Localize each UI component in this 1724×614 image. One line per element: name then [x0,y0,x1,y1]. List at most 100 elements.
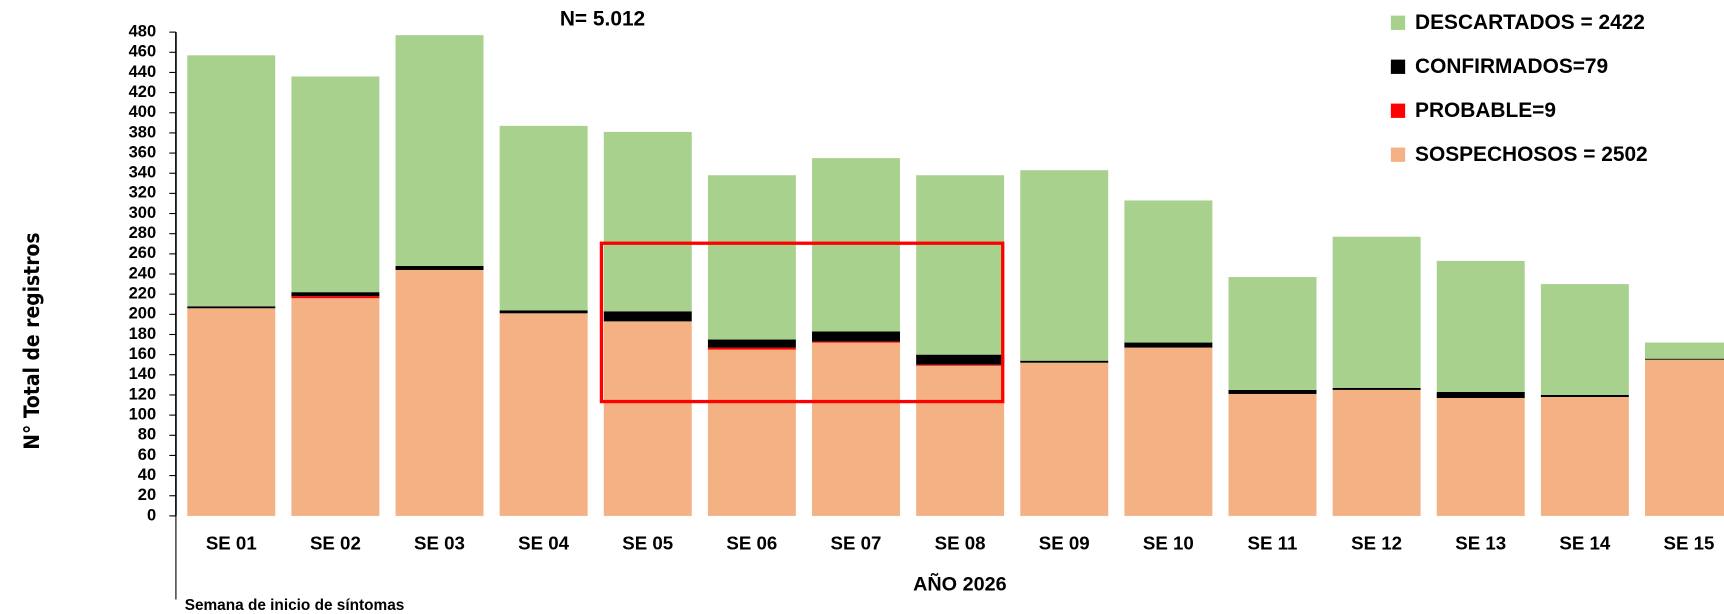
y-tick-label: 60 [138,446,156,464]
bar-segment [812,341,900,343]
y-tick-label: 420 [129,83,157,101]
y-tick-label: 340 [129,164,157,182]
x-tick-label: SE 15 [1664,532,1715,553]
x-tick-label: SE 09 [1039,532,1090,553]
chart-title: N= 5.012 [560,8,645,31]
x-tick-label: SE 04 [518,532,570,553]
x-tick-label: SE 13 [1455,532,1506,553]
bar-segment [1228,389,1317,394]
bar-segment [395,269,484,516]
y-tick-label: 480 [129,22,157,40]
bar-segment [1540,396,1629,516]
bar-segment [1020,170,1109,361]
bar-segment [499,310,588,314]
bar-segment [291,296,380,299]
bar-segment [916,365,1005,516]
bar-segment [1332,389,1421,516]
x-tick-label: SE 03 [414,532,465,553]
legend-swatch [1390,147,1406,162]
bar-segment [291,298,380,516]
y-tick-label: 200 [129,305,157,323]
x-tick-label: SE 06 [726,532,777,553]
y-tick-label: 20 [138,486,156,504]
bar-segment [187,308,276,516]
bar-segment [499,313,588,516]
x-tick-label: SE 01 [206,532,257,553]
bar-segment [1436,391,1525,398]
bar-segment [1540,394,1629,397]
y-tick-label: 80 [138,426,156,444]
bar-segment [395,35,484,266]
bar-segment [1228,393,1317,516]
bar-segment [187,306,276,309]
bar-segment [707,175,796,340]
legend-swatch [1390,15,1406,30]
y-tick-label: 380 [129,123,157,141]
bar-segment [812,331,900,342]
y-tick-label: 320 [129,184,157,202]
bar-segment [916,354,1005,365]
bar-segment [1540,284,1629,395]
y-tick-label: 440 [129,63,157,81]
bar-segment [603,311,692,322]
x-axis-label: AÑO 2026 [913,572,1006,595]
y-tick-label: 400 [129,103,157,121]
bar-segment [499,125,588,311]
y-tick-label: 220 [129,285,157,303]
bar-segment [603,131,692,312]
bar-segment [1020,362,1109,516]
y-tick-label: 300 [129,204,157,222]
bar-segment [1645,342,1724,359]
y-tick-label: 100 [129,405,157,423]
bar-segment [1436,397,1525,516]
x-tick-label: SE 10 [1143,532,1194,553]
legend-label: DESCARTADOS = 2422 [1415,11,1645,34]
x-tick-label: SE 14 [1559,532,1611,553]
x-tick-label: SE 12 [1351,532,1402,553]
y-tick-label: 260 [129,244,157,262]
y-tick-label: 160 [129,345,157,363]
x-tick-label: SE 07 [831,532,882,553]
bar-segment [1645,358,1724,360]
bar-segment [812,342,900,516]
y-axis-label: N° Total de registros [20,232,44,449]
y-tick-label: 460 [129,43,157,61]
bar-segment [707,339,796,348]
legend-label: PROBABLE=9 [1415,99,1556,122]
bar-segment [1332,387,1421,390]
bar-segment [707,349,796,516]
x-tick-label: SE 11 [1248,532,1298,553]
y-tick-label: 140 [129,365,157,383]
bar-segment [1436,260,1525,392]
y-tick-label: 0 [147,506,156,524]
bar-segment [1332,236,1421,388]
y-tick-label: 280 [129,224,157,242]
bar-segment [1124,200,1213,343]
x-tick-label: SE 05 [622,532,673,553]
footnote: Semana de inicio de síntomas [185,597,405,614]
y-tick-label: 180 [129,325,157,343]
legend-label: SOSPECHOSOS = 2502 [1415,143,1648,166]
legend-label: CONFIRMADOS=79 [1415,55,1608,78]
bar-segment [916,364,1005,366]
bar-segment [1124,347,1213,516]
legend-swatch [1390,59,1406,74]
marks [187,35,1724,516]
x-tick-label: SE 02 [310,532,361,553]
x-tick-label: SE 08 [935,532,986,553]
bar-segment [916,175,1005,355]
y-tick-label: 240 [129,264,157,282]
y-tick-label: 40 [138,466,156,484]
bar-segment [395,265,484,270]
y-tick-label: 120 [129,385,157,403]
y-tick-label: 360 [129,143,157,161]
bar-segment [707,347,796,350]
bar-segment [1645,359,1724,516]
bar-segment [291,292,380,297]
bar-segment [1020,360,1109,363]
bar-segment [1228,277,1317,390]
bar-segment [187,55,276,307]
bar-segment [603,321,692,516]
highlight-box [599,241,1005,404]
